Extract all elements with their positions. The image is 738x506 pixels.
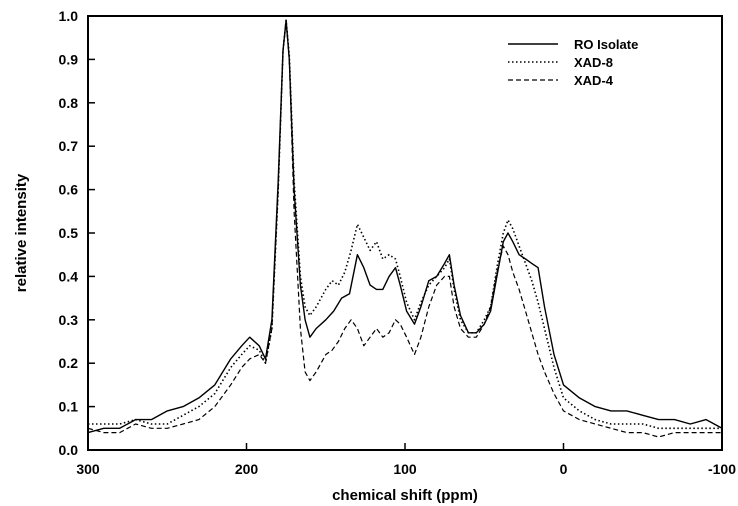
y-tick-label: 0.8 xyxy=(59,95,79,111)
y-tick-label: 0.1 xyxy=(59,399,79,415)
y-tick-label: 0.3 xyxy=(59,312,79,328)
y-axis-label: relative intensity xyxy=(13,173,30,292)
legend-label-ro-isolate: RO Isolate xyxy=(574,37,638,52)
x-axis-label: chemical shift (ppm) xyxy=(332,487,478,504)
y-axis-ticks: 0.0 0.1 0.2 0.3 0.4 0.5 0.6 0.7 0.8 0.9 1.0 xyxy=(59,8,95,458)
legend-label-xad-8: XAD-8 xyxy=(574,55,613,70)
legend-label-xad-4: XAD-4 xyxy=(574,73,614,88)
series-layer xyxy=(87,19,723,438)
legend: RO Isolate XAD-8 XAD-4 xyxy=(508,37,638,88)
y-tick-label: 0.5 xyxy=(59,225,79,241)
y-tick-label: 0.2 xyxy=(59,355,79,371)
series-line-ro-isolate xyxy=(87,19,723,434)
y-tick-label: 0.6 xyxy=(59,182,79,198)
y-tick-label: 0.4 xyxy=(59,268,79,284)
y-tick-label: 0.9 xyxy=(59,51,79,67)
legend-item-xad-4: XAD-4 xyxy=(508,73,614,88)
plot-frame xyxy=(87,15,723,451)
y-tick-label: 0.7 xyxy=(59,138,79,154)
x-axis-ticks: 300 200 100 0 -100 xyxy=(76,443,736,477)
x-tick-label: 300 xyxy=(76,461,100,477)
legend-item-ro-isolate: RO Isolate xyxy=(508,37,638,52)
y-tick-label: 1.0 xyxy=(59,8,79,24)
y-tick-label: 0.0 xyxy=(59,442,79,458)
x-tick-label: 0 xyxy=(560,461,568,477)
series-line-xad-8 xyxy=(88,19,722,430)
x-tick-label: 200 xyxy=(235,461,259,477)
x-tick-label: 100 xyxy=(393,461,417,477)
x-tick-label: -100 xyxy=(708,461,736,477)
series-line-xad-4 xyxy=(87,19,722,438)
legend-item-xad-8: XAD-8 xyxy=(508,55,613,70)
